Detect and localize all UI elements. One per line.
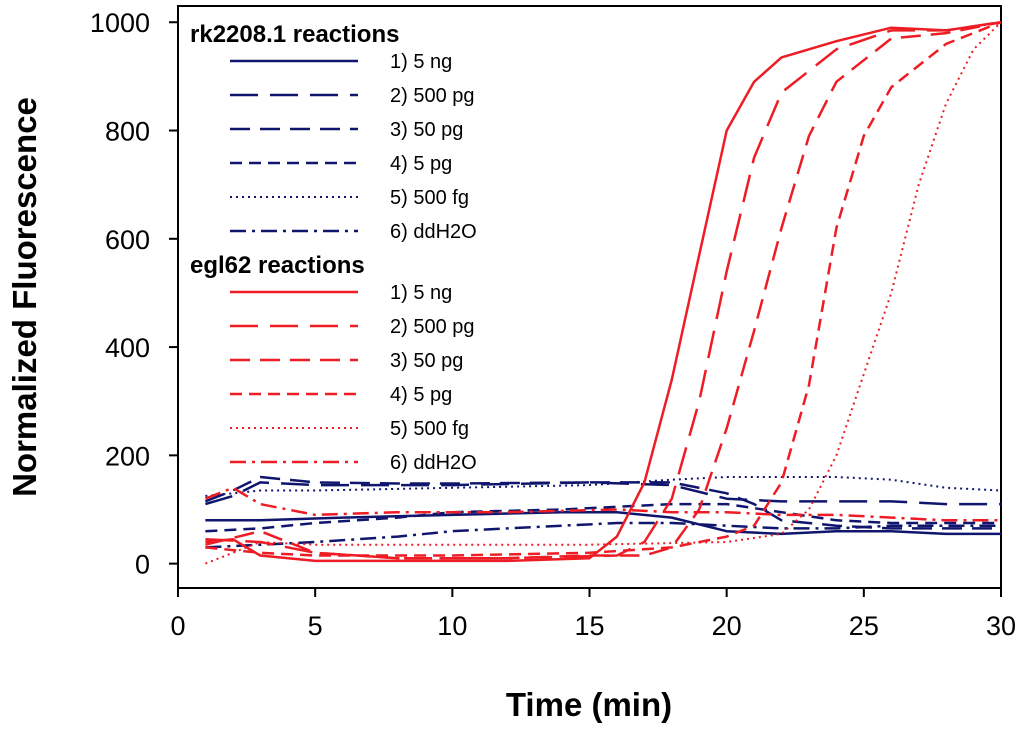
series-line-rk — [205, 510, 1001, 536]
x-tick-label: 15 — [574, 611, 604, 641]
legend-label: 5) 500 fg — [390, 187, 469, 209]
legend-label: 1) 5 ng — [390, 282, 452, 304]
series-line-egl — [205, 20, 1002, 560]
series-line-rk — [205, 502, 1001, 533]
legend-label: 6) ddH2O — [390, 452, 477, 474]
series-line-egl — [205, 20, 1002, 563]
series-line-egl — [205, 20, 1002, 560]
x-tick-label: 5 — [308, 611, 323, 641]
x-tick-label: 10 — [437, 611, 467, 641]
series-line-rk — [204, 475, 1001, 530]
legend-label: 4) 5 pg — [390, 384, 452, 406]
legend: rk2208.1 reactions 1) 5 ng 2) 500 pg 3) 50 … — [190, 21, 477, 474]
legend-label: 2) 500 pg — [390, 316, 475, 338]
plot-frame — [177, 5, 1002, 589]
legend-label: 2) 500 pg — [390, 85, 475, 107]
legend-label: 3) 50 pg — [390, 350, 463, 372]
y-tick-label: 600 — [105, 225, 150, 255]
series-line-rk — [205, 481, 1001, 506]
x-tick-label: 30 — [986, 611, 1016, 641]
legend-label: 1) 5 ng — [390, 51, 452, 73]
legend-label: 6) ddH2O — [390, 221, 477, 243]
series-layer — [204, 20, 1002, 565]
x-tick-label: 0 — [170, 611, 185, 641]
legend-group-title: rk2208.1 reactions — [190, 21, 399, 48]
y-tick-label: 400 — [105, 333, 150, 363]
x-tick-label: 20 — [712, 611, 742, 641]
legend-label: 4) 5 pg — [390, 153, 452, 175]
axis-layer: 0 5 10 15 20 25 30 0 200 400 600 800 1000 — [90, 8, 1016, 641]
x-tick-label: 25 — [849, 611, 879, 641]
series-line-rk — [205, 521, 1001, 549]
y-tick-label: 800 — [105, 117, 150, 147]
series-line-egl — [204, 486, 1001, 522]
x-axis-title: Time (min) — [506, 686, 672, 723]
y-axis-title: Normalized Fluorescence — [6, 97, 43, 497]
legend-label: 3) 50 pg — [390, 119, 463, 141]
legend-label: 5) 500 fg — [390, 418, 469, 440]
series-line-rk — [205, 476, 1002, 497]
series-line-egl — [205, 21, 1002, 557]
y-tick-label: 200 — [105, 441, 150, 471]
legend-group-title: egl62 reactions — [190, 252, 365, 279]
y-tick-label: 1000 — [90, 8, 150, 38]
y-tick-label: 0 — [135, 550, 150, 580]
